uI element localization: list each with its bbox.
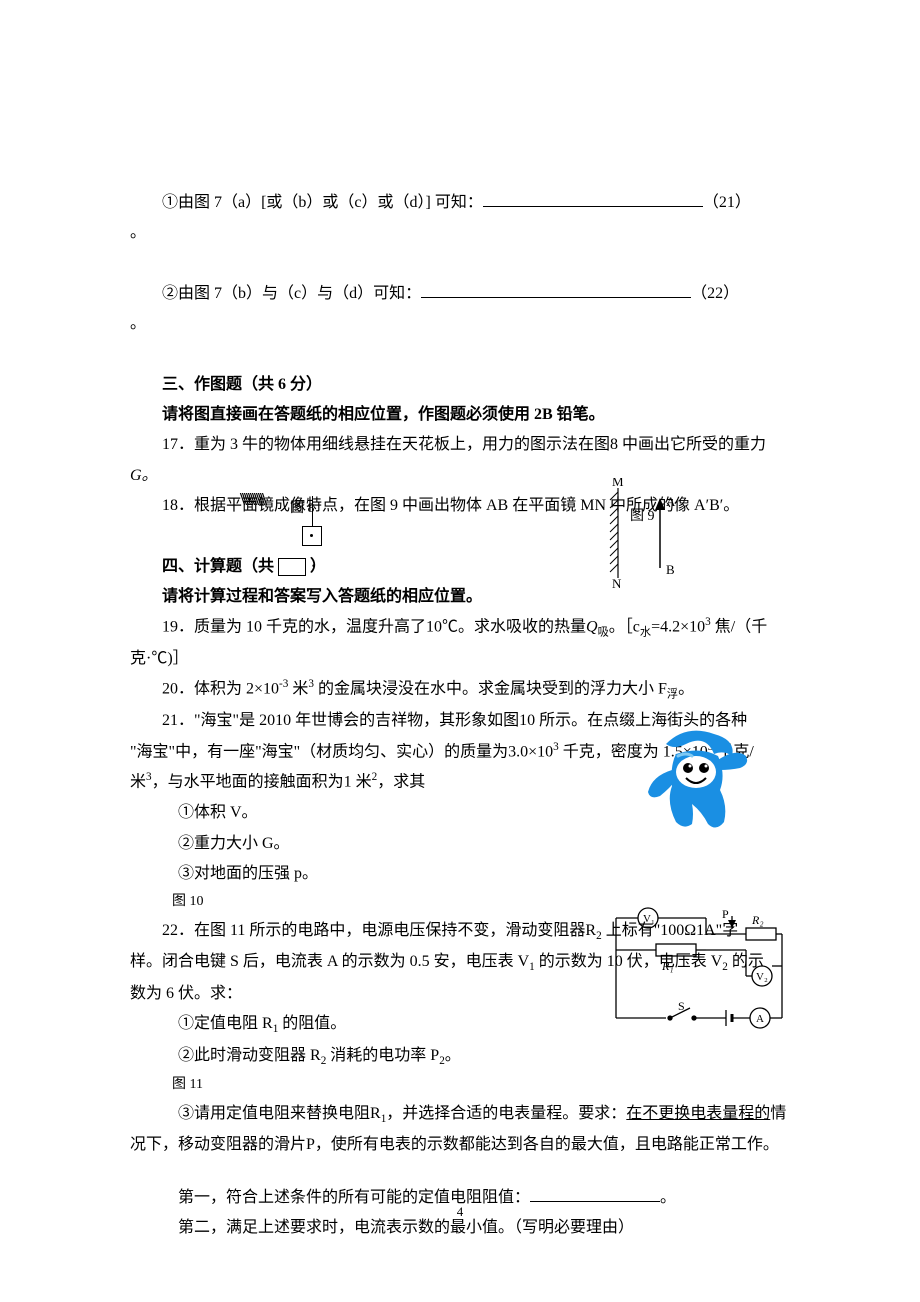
q21-l2a: "海宝"中，有一座"海宝"（材质均匀、实心）的质量为3.0×10 <box>130 743 553 760</box>
q20-b: 米 <box>288 681 308 698</box>
q19-sub1: 吸 <box>598 627 609 639</box>
q22-p1a: ①定值电阻 R <box>178 1015 273 1032</box>
q22-p2c: 。 <box>445 1047 461 1064</box>
q20-sub: 浮 <box>667 689 678 701</box>
q22-p2a: ②此时滑动变阻器 R <box>178 1047 321 1064</box>
q-line-1-text: ①由图 7（a）[或（b）或（c）或（d）] 可知： <box>162 194 483 211</box>
label-R1: R₁ <box>661 959 674 973</box>
spacer <box>130 249 800 279</box>
q21-l3b: ，与水平地面的接触面积为1 米 <box>152 774 372 791</box>
blank-21 <box>483 188 703 207</box>
q21-l3a: 米 <box>130 774 146 791</box>
q19-c: =4.2×10 <box>651 619 705 636</box>
spacer <box>130 340 800 370</box>
label-A: A <box>666 494 676 509</box>
q-line-1-end: 。 <box>130 218 800 248</box>
q22-p3: ③请用定值电阻来替换电阻R1，并选择合适的电表量程。要求：在不更换电表量程的情 <box>130 1099 800 1130</box>
q-line-2-end: 。 <box>130 309 800 339</box>
label-R2: R₂ <box>751 913 764 927</box>
q19-sub2: 水 <box>640 627 651 639</box>
sec4-a: 四、计算题（共 <box>162 558 274 575</box>
label-P: P <box>722 907 729 921</box>
label-M: M <box>612 478 624 489</box>
q22-l4: 况下，移动变阻器的滑片P，使所有电表的示数都能达到各自的最大值，且电路能正常工作… <box>130 1130 800 1160</box>
q19-b: ［c <box>625 619 640 636</box>
q22-p2: ②此时滑动变阻器 R2 消耗的电功率 P2。 <box>130 1041 800 1072</box>
q19: 19．质量为 10 千克的水，温度升高了10℃。求水吸收的热量Q吸。［c水=4.… <box>130 612 800 644</box>
spacer <box>130 1161 800 1183</box>
figure-9: M N A B 图 9 <box>600 478 720 588</box>
q21-l3c: ，求其 <box>377 774 425 791</box>
q17: 17．重为 3 牛的物体用细线悬挂在天花板上，用力的图示法在图8 中画出它所受的… <box>130 430 800 460</box>
mirror-svg: M N A B <box>600 478 720 588</box>
fig11-caption: 图 11 <box>130 1072 800 1099</box>
score-box: · <box>278 558 306 576</box>
q22-p1b: 的阻值。 <box>278 1015 346 1032</box>
q19-d: 焦/（千 <box>711 619 767 636</box>
fig8-caption: 图 8 <box>290 496 315 523</box>
center-dot <box>310 534 313 537</box>
q22-p3c: 情 <box>770 1105 786 1122</box>
figure-10-haibao <box>636 726 756 836</box>
q22-p3b: ，并选择合适的电表量程。要求： <box>386 1105 626 1122</box>
blank-22 <box>421 279 691 298</box>
q-line-2-text: ②由图 7（b）与（c）与（d）可知： <box>162 285 421 302</box>
q-line-1: ①由图 7（a）[或（b）或（c）或（d）] 可知： （21） <box>130 188 800 218</box>
label-S: S <box>678 999 685 1013</box>
q-line-2-num: （22） <box>691 285 739 302</box>
label-B: B <box>666 562 675 577</box>
q21-p3: ③对地面的压强 p。 <box>130 859 800 889</box>
q20-d: 。 <box>678 681 694 698</box>
label-A: A <box>756 1013 764 1025</box>
q19-tail: 克·℃)］ <box>130 644 800 674</box>
label-V2: V₂ <box>756 971 768 983</box>
figure-8: \\\\\\\\\\\\ 图 8 <box>240 482 420 552</box>
section-3-title: 三、作图题（共 6 分） <box>130 370 800 400</box>
section-3-note: 请将图直接画在答题纸的相应位置，作图题必须使用 2B 铅笔。 <box>130 400 800 430</box>
sec4-b: ） <box>310 558 326 575</box>
q22-l2a: 样。闭合电键 S 后，电流表 A 的示数为 0.5 安，电压表 V <box>130 953 529 970</box>
q22-p3a: ③请用定值电阻来替换电阻R <box>178 1105 381 1122</box>
label-V1: V₁ <box>643 913 655 925</box>
q20-c: 的金属块浸没在水中。求金属块受到的浮力大小 F <box>314 681 667 698</box>
label-N: N <box>612 576 622 588</box>
ceiling-hatch: \\\\\\\\\\\\ <box>240 482 264 516</box>
q19-a: 19．质量为 10 千克的水，温度升高了10℃。求水吸收的热量 <box>162 619 586 636</box>
q22-l1a: 22．在图 11 所示的电路中，电源电压保持不变，滑动变阻器R <box>162 922 596 939</box>
circuit-svg: V₁ V₂ A R₁ R₂ P S <box>596 898 786 1038</box>
page-number: 4 <box>0 1200 920 1225</box>
fig9-caption: 图 9 <box>630 504 655 531</box>
figure-11-circuit: V₁ V₂ A R₁ R₂ P S <box>596 898 786 1038</box>
q20-s1: -3 <box>279 678 288 690</box>
q-line-1-num: （21） <box>703 194 751 211</box>
q-line-2: ②由图 7（b）与（c）与（d）可知： （22） <box>130 279 800 309</box>
q22-p3u: 在不更换电表量程的 <box>626 1105 770 1122</box>
q20: 20．体积为 2×10-3 米3 的金属块浸没在水中。求金属块受到的浮力大小 F… <box>130 674 800 706</box>
haibao-svg <box>636 726 756 836</box>
q22-p2b: 消耗的电功率 P <box>326 1047 439 1064</box>
blank-r <box>530 1183 660 1202</box>
q20-a: 20．体积为 2×10 <box>162 681 279 698</box>
